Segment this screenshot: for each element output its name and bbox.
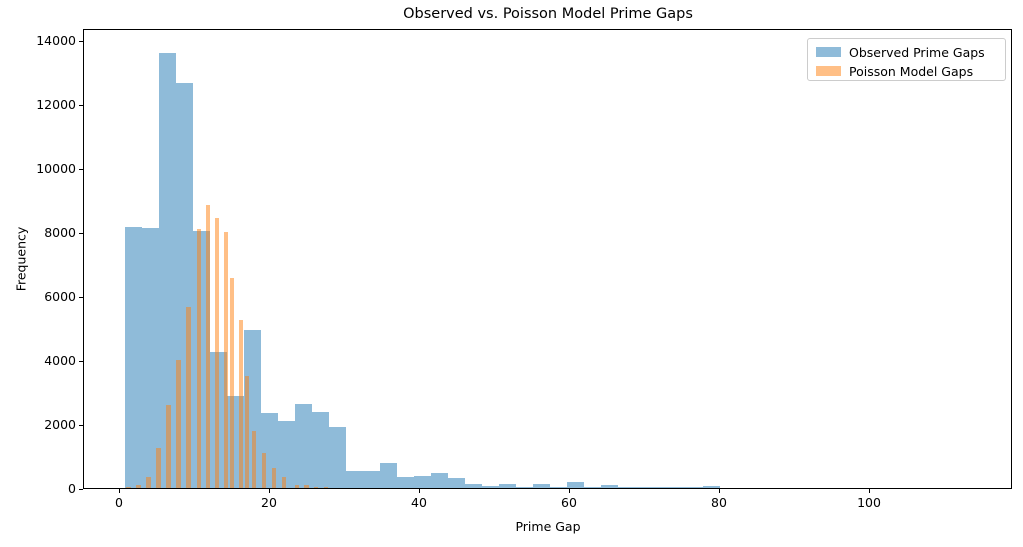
y-tick-mark (79, 425, 83, 426)
x-tick-label: 40 (411, 495, 427, 510)
poisson-bar (136, 485, 141, 488)
poisson-bar (304, 485, 309, 488)
y-tick-mark (79, 361, 83, 362)
poisson-bar (126, 487, 131, 488)
y-tick-label: 4000 (44, 353, 76, 368)
legend-swatch (816, 46, 841, 58)
observed-bar (652, 487, 669, 488)
observed-bar (550, 486, 567, 488)
y-tick-label: 8000 (44, 225, 76, 240)
poisson-bar (251, 430, 257, 488)
observed-bar (380, 463, 397, 488)
poisson-bar (176, 360, 181, 488)
observed-bar (397, 477, 414, 488)
y-tick-label: 6000 (44, 289, 76, 304)
x-tick-mark (869, 489, 870, 493)
poisson-bar (156, 448, 161, 488)
observed-bar (448, 478, 465, 488)
observed-bar (312, 411, 329, 488)
observed-bar (159, 52, 176, 488)
observed-bar (635, 487, 652, 488)
observed-bar (329, 427, 346, 488)
observed-bar (346, 470, 363, 488)
poisson-bar (271, 468, 277, 488)
observed-bar (669, 487, 686, 488)
poisson-bar (196, 229, 202, 488)
observed-bar (703, 485, 720, 488)
observed-bar (584, 486, 601, 488)
y-tick-label: 12000 (36, 97, 76, 112)
x-tick-label: 60 (561, 495, 577, 510)
observed-bar (482, 486, 499, 488)
poisson-bar (261, 453, 267, 488)
poisson-bar (323, 487, 329, 488)
legend-item: Observed Prime Gaps (816, 44, 1005, 60)
legend-item: Poisson Model Gaps (816, 63, 1005, 79)
poisson-bar (229, 278, 235, 488)
poisson-bar (146, 476, 151, 488)
y-tick-label: 2000 (44, 417, 76, 432)
poisson-bar (205, 205, 211, 488)
observed-bar (278, 420, 295, 488)
observed-bar (618, 487, 635, 488)
y-tick-mark (79, 489, 83, 490)
legend-swatch (816, 65, 841, 77)
observed-bar (142, 227, 159, 488)
legend-label: Poisson Model Gaps (849, 63, 974, 79)
x-tick-mark (419, 489, 420, 493)
x-tick-mark (569, 489, 570, 493)
observed-bar (601, 485, 618, 488)
x-tick-label: 100 (857, 495, 881, 510)
observed-bar (125, 226, 142, 488)
plot-area (83, 29, 1012, 489)
x-tick-mark (269, 489, 270, 493)
observed-bar (516, 486, 533, 488)
chart-title: Observed vs. Poisson Model Prime Gaps (403, 6, 693, 22)
observed-bar (499, 483, 516, 488)
observed-bar (567, 481, 584, 488)
observed-bar (431, 473, 448, 488)
y-tick-mark (79, 105, 83, 106)
y-tick-label: 10000 (36, 161, 76, 176)
observed-bar (533, 484, 550, 488)
x-tick-label: 0 (115, 495, 123, 510)
poisson-bar (294, 484, 300, 488)
y-tick-mark (79, 41, 83, 42)
observed-bar (465, 483, 482, 488)
legend-label: Observed Prime Gaps (849, 44, 985, 60)
poisson-bar (186, 307, 191, 488)
observed-bar (295, 403, 312, 488)
y-tick-mark (79, 169, 83, 170)
x-axis-label: Prime Gap (515, 519, 581, 534)
poisson-bar (166, 404, 171, 488)
observed-bar (363, 470, 380, 488)
poisson-bar (238, 319, 244, 488)
x-tick-label: 80 (711, 495, 727, 510)
x-tick-mark (119, 489, 120, 493)
poisson-bar (313, 486, 319, 488)
poisson-bar (244, 376, 250, 488)
observed-bar (414, 475, 431, 488)
y-tick-label: 14000 (36, 33, 76, 48)
x-tick-mark (719, 489, 720, 493)
y-tick-label: 0 (68, 481, 76, 496)
poisson-bar (281, 476, 287, 488)
y-tick-mark (79, 233, 83, 234)
poisson-bar (223, 232, 229, 488)
observed-bar (686, 487, 703, 488)
x-tick-label: 20 (261, 495, 277, 510)
y-tick-mark (79, 297, 83, 298)
legend: Observed Prime Gaps Poisson Model Gaps (807, 38, 1006, 81)
poisson-bar (214, 217, 220, 488)
